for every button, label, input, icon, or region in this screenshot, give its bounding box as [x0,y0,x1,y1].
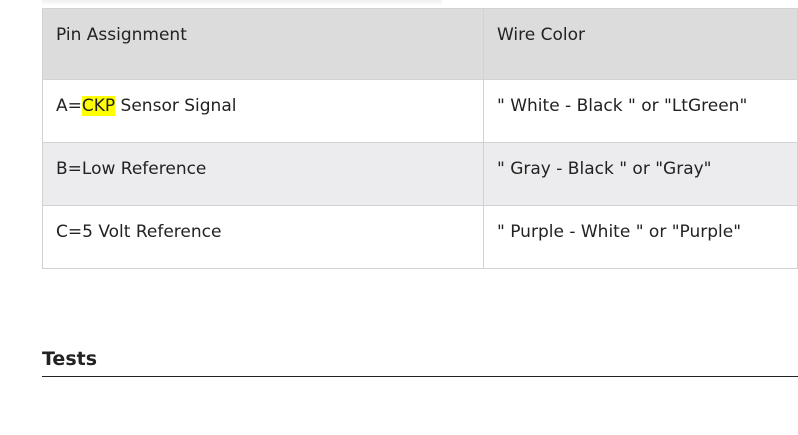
header-pin-assignment: Pin Assignment [42,8,484,80]
pin-cell: C=5 Volt Reference [42,205,484,269]
pin-cell: B=Low Reference [42,142,484,206]
wire-cell: " White - Black " or "LtGreen" [483,79,798,143]
pin-suffix: Sensor Signal [115,96,237,116]
table-header-row: Pin Assignment Wire Color [42,8,798,80]
section-title-tests: Tests [42,348,798,377]
table-row: A=CKP Sensor Signal " White - Black " or… [42,79,798,143]
wire-cell: " Gray - Black " or "Gray" [483,142,798,206]
table-row: B=Low Reference " Gray - Black " or "Gra… [42,142,798,206]
wire-cell: " Purple - White " or "Purple" [483,205,798,269]
pin-cell: A=CKP Sensor Signal [42,79,484,143]
table-row: C=5 Volt Reference " Purple - White " or… [42,205,798,269]
pin-prefix: A= [56,96,82,116]
top-shadow [42,0,442,6]
pin-assignment-table: Pin Assignment Wire Color A=CKP Sensor S… [42,8,798,269]
search-highlight: CKP [81,96,116,116]
header-wire-color: Wire Color [483,8,798,80]
